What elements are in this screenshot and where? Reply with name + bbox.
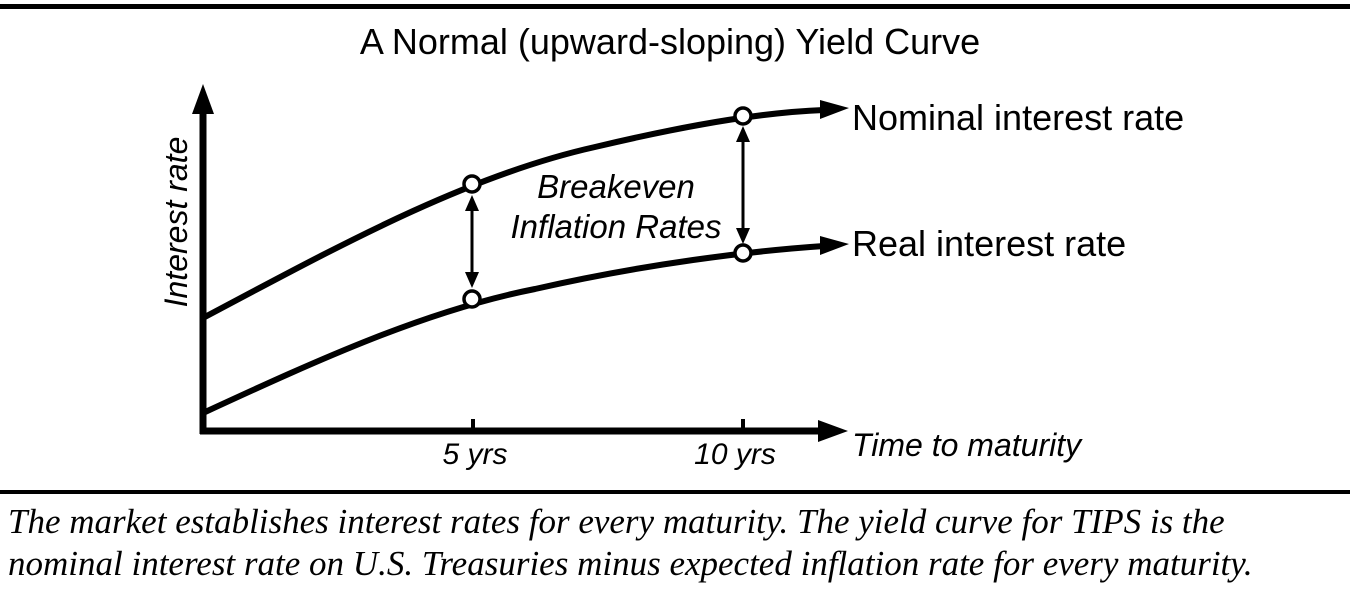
y-axis-label: Interest rate xyxy=(158,137,194,308)
marker-nominal-10yrs xyxy=(733,106,753,126)
breakeven-annotation-line1: Breakeven xyxy=(537,168,695,205)
nominal-curve xyxy=(201,107,825,321)
tick-label-10yrs: 10 yrs xyxy=(694,438,776,471)
top-border-rule xyxy=(0,4,1350,9)
marker-nominal-5yrs xyxy=(462,174,482,194)
chart-title: A Normal (upward-sloping) Yield Curve xyxy=(360,21,980,62)
breakeven-arrow-10yrs-up-icon xyxy=(736,126,750,142)
x-axis-label: Time to maturity xyxy=(852,427,1083,463)
breakeven-arrow-5yrs-down-icon xyxy=(465,272,479,288)
breakeven-arrow-10yrs-down-icon xyxy=(736,228,750,244)
breakeven-annotation-line2: Inflation Rates xyxy=(511,208,722,245)
figure-caption-line1: The market establishes interest rates fo… xyxy=(8,502,1225,541)
figure-caption-line2: nominal interest rate on U.S. Treasuries… xyxy=(8,544,1253,583)
real-curve-arrowhead-icon xyxy=(820,236,849,255)
nominal-curve-label: Nominal interest rate xyxy=(852,97,1184,138)
marker-real-5yrs xyxy=(462,289,482,309)
nominal-curve-arrowhead-icon xyxy=(820,100,849,119)
tick-label-5yrs: 5 yrs xyxy=(442,438,507,471)
real-curve-label: Real interest rate xyxy=(852,223,1126,264)
caption-divider-rule xyxy=(0,490,1350,494)
marker-real-10yrs xyxy=(733,243,753,263)
x-axis-arrowhead-icon xyxy=(818,420,848,442)
y-axis-arrowhead-icon xyxy=(192,84,214,114)
breakeven-arrow-5yrs-up-icon xyxy=(465,195,479,211)
